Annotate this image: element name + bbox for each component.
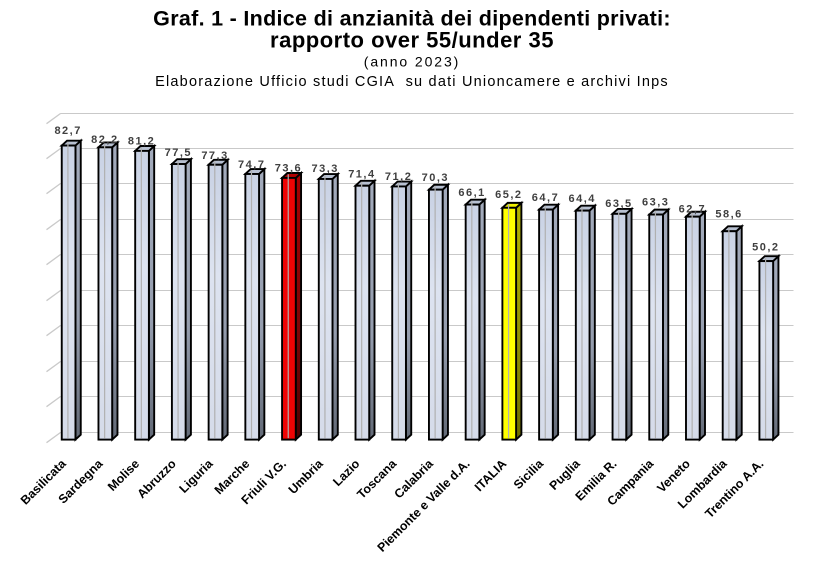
svg-text:71,2: 71,2 [385, 171, 412, 183]
svg-text:82,2: 82,2 [91, 134, 118, 146]
svg-text:65,2: 65,2 [495, 189, 522, 201]
svg-text:77,3: 77,3 [201, 150, 228, 162]
svg-text:70,3: 70,3 [422, 172, 449, 184]
svg-text:63,3: 63,3 [642, 196, 669, 208]
svg-text:71,4: 71,4 [348, 169, 375, 181]
svg-text:rapporto over 55/under 35: rapporto over 55/under 35 [270, 27, 554, 52]
svg-text:Elaborazione Ufficio studi CGI: Elaborazione Ufficio studi CGIA su dati … [155, 74, 669, 90]
svg-text:58,6: 58,6 [715, 209, 742, 221]
svg-text:64,7: 64,7 [532, 192, 559, 204]
svg-text:64,4: 64,4 [569, 193, 596, 205]
svg-text:66,1: 66,1 [458, 187, 485, 199]
svg-text:77,5: 77,5 [165, 147, 192, 159]
svg-text:Graf. 1 - Indice di anzianità: Graf. 1 - Indice di anzianità dei dipend… [153, 6, 671, 30]
svg-text:63,5: 63,5 [605, 198, 632, 210]
svg-text:50,2: 50,2 [752, 242, 779, 254]
svg-text:(anno 2023): (anno 2023) [364, 54, 460, 70]
svg-text:73,3: 73,3 [311, 163, 338, 175]
svg-text:82,7: 82,7 [54, 125, 81, 137]
svg-text:73,6: 73,6 [275, 163, 302, 175]
svg-text:74,7: 74,7 [238, 159, 265, 171]
svg-text:62,7: 62,7 [679, 203, 706, 215]
svg-text:81,2: 81,2 [128, 135, 155, 147]
